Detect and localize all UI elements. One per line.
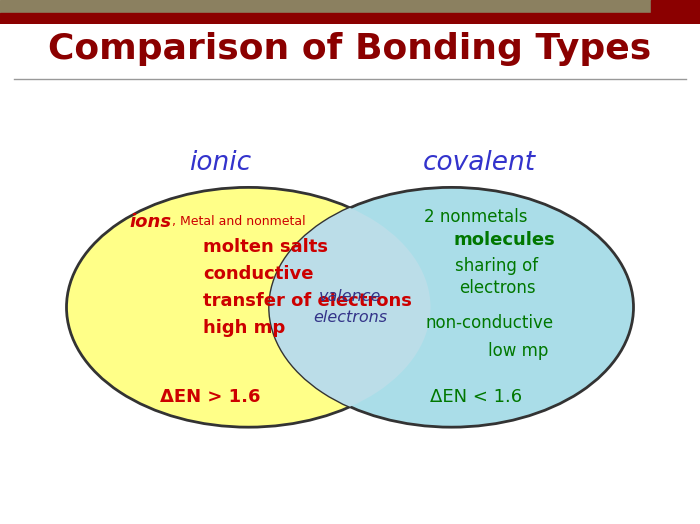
Text: Comparison of Bonding Types: Comparison of Bonding Types <box>48 32 652 66</box>
Text: molecules: molecules <box>453 232 555 249</box>
Text: ΔEN < 1.6: ΔEN < 1.6 <box>430 388 522 406</box>
Text: ionic: ionic <box>190 150 251 176</box>
Text: valence
electrons: valence electrons <box>313 289 387 325</box>
Text: transfer of electrons: transfer of electrons <box>203 292 412 310</box>
Text: conductive: conductive <box>203 265 314 283</box>
Text: 2 nonmetals: 2 nonmetals <box>424 209 528 226</box>
Circle shape <box>66 188 430 427</box>
Text: covalent: covalent <box>423 150 536 176</box>
Bar <box>651 0 700 13</box>
Text: low mp: low mp <box>488 342 548 360</box>
Text: non-conductive: non-conductive <box>426 314 554 332</box>
Bar <box>0 0 651 13</box>
Text: molten salts: molten salts <box>203 238 328 256</box>
Text: sharing of
electrons: sharing of electrons <box>456 257 538 298</box>
Circle shape <box>270 188 634 427</box>
Text: high mp: high mp <box>203 319 286 336</box>
Text: ions: ions <box>130 213 172 231</box>
Text: ΔEN > 1.6: ΔEN > 1.6 <box>160 388 260 406</box>
Bar <box>0 13 700 24</box>
Circle shape <box>270 188 634 427</box>
Text: , Metal and nonmetal: , Metal and nonmetal <box>172 215 305 228</box>
